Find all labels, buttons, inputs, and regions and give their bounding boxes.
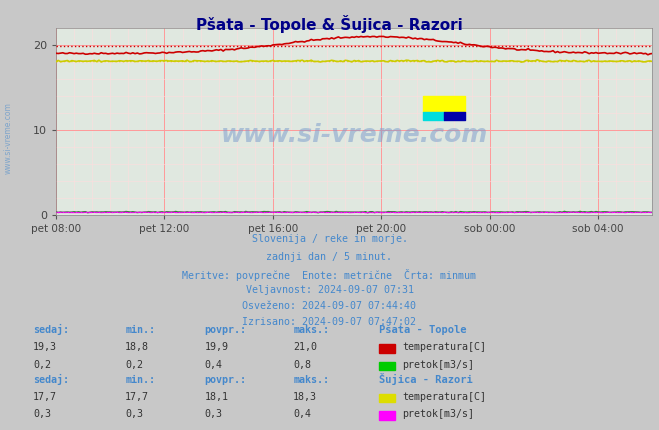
- Text: pretok[m3/s]: pretok[m3/s]: [402, 359, 474, 370]
- Text: Slovenija / reke in morje.: Slovenija / reke in morje.: [252, 234, 407, 244]
- Text: 0,8: 0,8: [293, 359, 311, 370]
- Text: 0,3: 0,3: [204, 409, 222, 419]
- Text: zadnji dan / 5 minut.: zadnji dan / 5 minut.: [266, 252, 393, 261]
- Text: 0,3: 0,3: [125, 409, 143, 419]
- Text: maks.:: maks.:: [293, 375, 330, 385]
- Text: maks.:: maks.:: [293, 325, 330, 335]
- Text: 17,7: 17,7: [125, 392, 149, 402]
- Text: 19,3: 19,3: [33, 342, 57, 353]
- Text: Šujica - Razori: Šujica - Razori: [379, 373, 473, 385]
- Text: 18,1: 18,1: [204, 392, 228, 402]
- Text: Meritve: povprečne  Enote: metrične  Črta: minmum: Meritve: povprečne Enote: metrične Črta:…: [183, 269, 476, 281]
- Text: povpr.:: povpr.:: [204, 375, 246, 385]
- Text: povpr.:: povpr.:: [204, 325, 246, 335]
- Text: sedaj:: sedaj:: [33, 374, 69, 385]
- Text: 0,4: 0,4: [204, 359, 222, 370]
- Text: min.:: min.:: [125, 325, 156, 335]
- Text: min.:: min.:: [125, 375, 156, 385]
- Text: temperatura[C]: temperatura[C]: [402, 342, 486, 353]
- Text: Pšata - Topole: Pšata - Topole: [379, 325, 467, 335]
- Text: 21,0: 21,0: [293, 342, 317, 353]
- Text: pretok[m3/s]: pretok[m3/s]: [402, 409, 474, 419]
- Text: 0,2: 0,2: [33, 359, 51, 370]
- Text: Veljavnost: 2024-09-07 07:31: Veljavnost: 2024-09-07 07:31: [246, 285, 413, 295]
- Text: www.si-vreme.com: www.si-vreme.com: [221, 123, 488, 147]
- Text: 17,7: 17,7: [33, 392, 57, 402]
- Text: www.si-vreme.com: www.si-vreme.com: [4, 101, 13, 174]
- Text: sedaj:: sedaj:: [33, 324, 69, 335]
- Text: Pšata - Topole & Šujica - Razori: Pšata - Topole & Šujica - Razori: [196, 15, 463, 33]
- Text: temperatura[C]: temperatura[C]: [402, 392, 486, 402]
- Text: 18,8: 18,8: [125, 342, 149, 353]
- Text: Osveženo: 2024-09-07 07:44:40: Osveženo: 2024-09-07 07:44:40: [243, 301, 416, 311]
- Text: 18,3: 18,3: [293, 392, 317, 402]
- Text: 0,2: 0,2: [125, 359, 143, 370]
- Text: 0,3: 0,3: [33, 409, 51, 419]
- Text: 0,4: 0,4: [293, 409, 311, 419]
- Text: 19,9: 19,9: [204, 342, 228, 353]
- Text: Izrisano: 2024-09-07 07:47:02: Izrisano: 2024-09-07 07:47:02: [243, 317, 416, 327]
